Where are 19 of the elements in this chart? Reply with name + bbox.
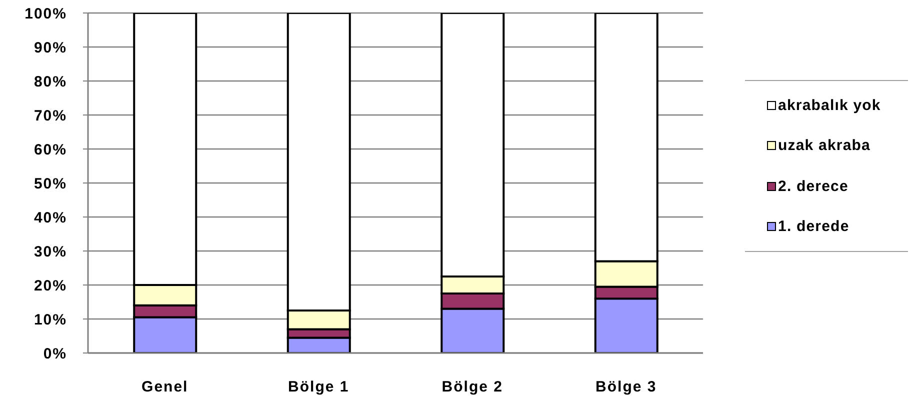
y-tick-label: 50% bbox=[34, 175, 67, 192]
y-tick-label: 100% bbox=[24, 5, 67, 22]
y-tick-label: 80% bbox=[34, 73, 67, 90]
y-tick-label: 40% bbox=[34, 209, 67, 226]
y-tick-label: 20% bbox=[34, 277, 67, 294]
y-tick-label: 90% bbox=[34, 39, 67, 56]
y-tick-label: 70% bbox=[34, 107, 67, 124]
y-tick-label: 10% bbox=[34, 311, 67, 328]
x-tick-label: Genel bbox=[142, 378, 188, 396]
legend-label: 1. derede bbox=[778, 218, 850, 236]
x-tick-label: Bölge 2 bbox=[442, 378, 503, 396]
y-tick-label: 30% bbox=[34, 243, 67, 260]
y-tick-label: 60% bbox=[34, 141, 67, 158]
y-tick-label: 0% bbox=[43, 345, 67, 362]
legend-label: 2. derece bbox=[778, 178, 848, 195]
x-tick-label: Bölge 3 bbox=[596, 378, 657, 396]
legend-label: akrabalık yok bbox=[778, 96, 881, 114]
x-tick-label: Bölge 1 bbox=[288, 378, 350, 396]
legend-label: uzak akraba bbox=[778, 137, 870, 154]
